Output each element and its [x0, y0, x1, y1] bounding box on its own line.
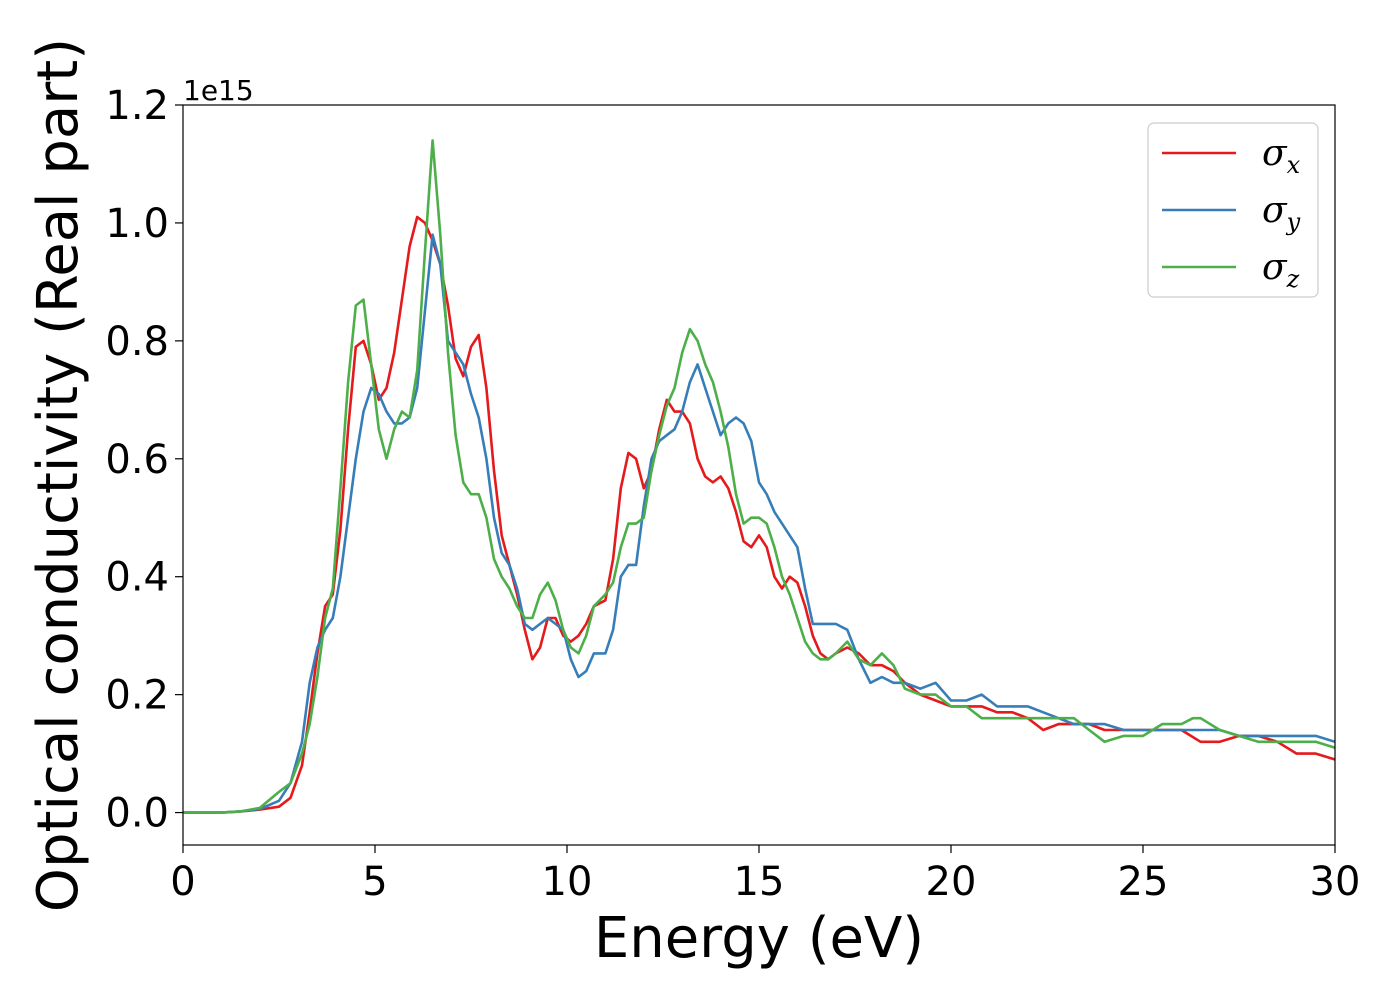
series-line-sigma-y: [183, 233, 1335, 814]
y-tick-label: 1.0: [105, 201, 169, 247]
y-tick-label: 0.4: [105, 555, 169, 601]
x-axis-title: Energy (eV): [594, 906, 924, 971]
plot-lines: [183, 139, 1335, 814]
x-axis-ticks: 0 5 10 15 20 25 30: [170, 845, 1360, 905]
series-line-sigma-z: [183, 139, 1335, 814]
legend-label-sigma-z: σz: [1262, 247, 1300, 293]
x-tick-label: 20: [926, 859, 977, 905]
y-axis-offset-label: 1e15: [183, 74, 254, 107]
y-tick-label: 0.0: [105, 791, 169, 837]
y-tick-label: 1.2: [105, 83, 169, 129]
y-tick-label: 0.8: [105, 319, 169, 365]
series-line-sigma-x: [183, 215, 1335, 814]
x-tick-label: 0: [170, 859, 195, 905]
y-tick-label: 0.2: [105, 673, 169, 719]
x-tick-label: 10: [542, 859, 593, 905]
x-tick-label: 25: [1118, 859, 1169, 905]
x-tick-label: 15: [734, 859, 785, 905]
x-tick-label: 30: [1310, 859, 1361, 905]
y-axis-title: Optical conductivity (Real part): [26, 38, 91, 912]
y-tick-label: 0.6: [105, 437, 169, 483]
y-axis-ticks: 0.0 0.2 0.4 0.6 0.8 1.0 1.2: [105, 83, 183, 837]
x-tick-label: 5: [362, 859, 387, 905]
